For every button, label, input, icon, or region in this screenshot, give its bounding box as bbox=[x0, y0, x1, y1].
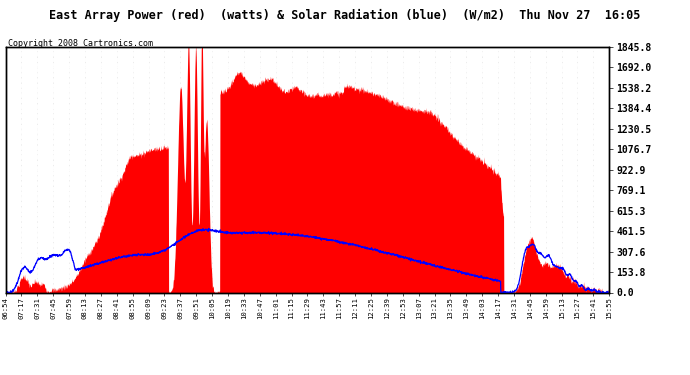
Text: Copyright 2008 Cartronics.com: Copyright 2008 Cartronics.com bbox=[8, 39, 153, 48]
Text: East Array Power (red)  (watts) & Solar Radiation (blue)  (W/m2)  Thu Nov 27  16: East Array Power (red) (watts) & Solar R… bbox=[49, 9, 641, 22]
